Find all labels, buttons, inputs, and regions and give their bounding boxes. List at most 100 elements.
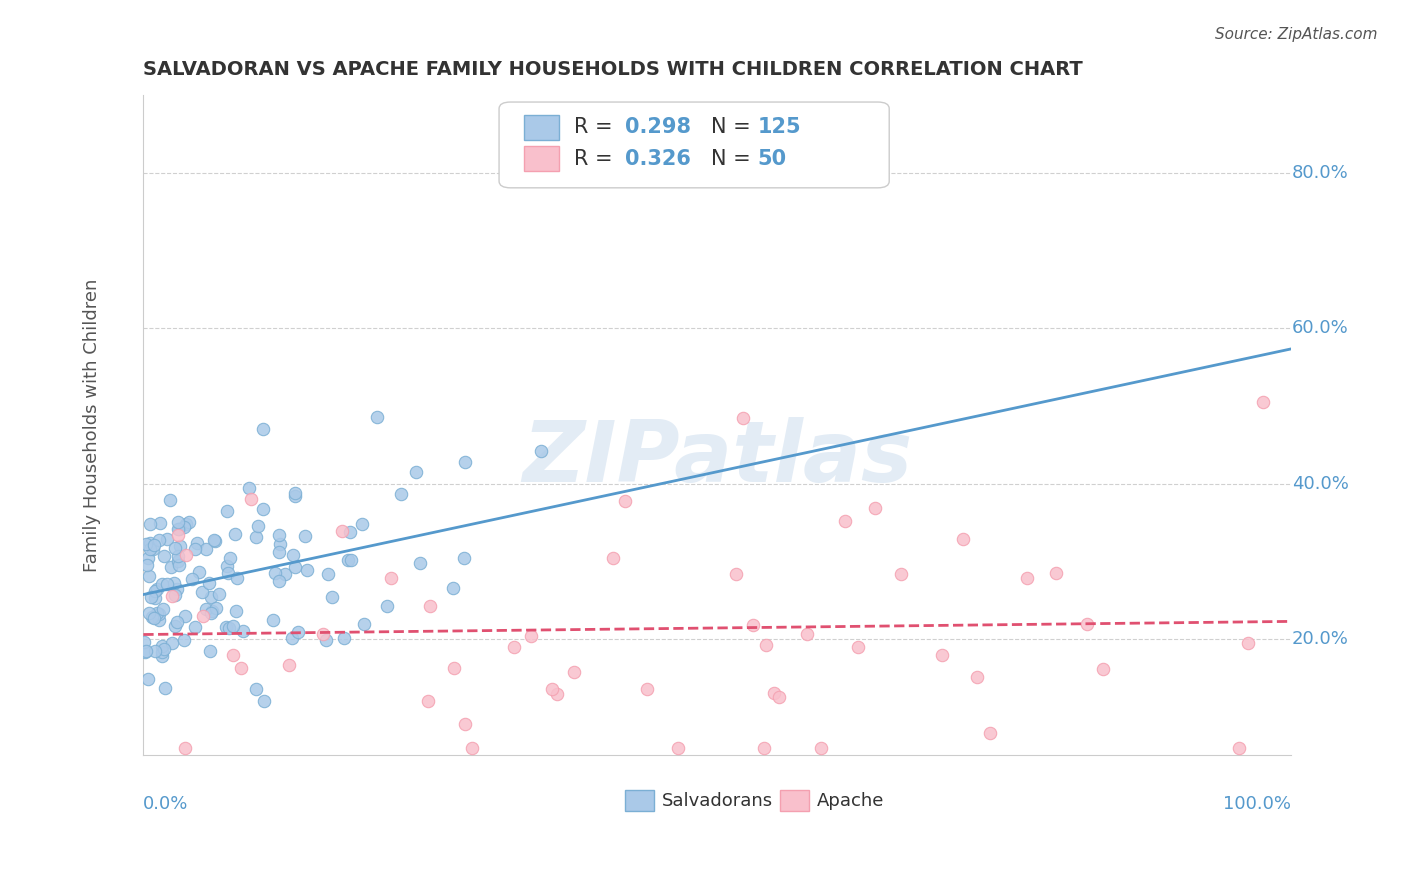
Point [1251,395,1274,409]
Point [339,525,361,540]
Point [453,716,475,731]
Point [846,640,869,655]
Text: 0.326: 0.326 [626,149,692,169]
FancyBboxPatch shape [626,790,654,812]
Point [312,627,335,641]
Text: ZIPatlas: ZIPatlas [522,417,912,500]
Point [169,523,191,537]
Point [191,584,214,599]
Point [225,571,247,585]
Point [180,572,202,586]
Point [166,522,188,536]
Point [1227,740,1250,755]
Point [281,631,304,645]
Point [666,740,689,755]
Point [613,494,636,508]
Point [247,518,270,533]
Point [146,606,169,620]
Point [284,490,307,504]
Point [416,694,439,708]
Point [200,606,222,620]
Point [152,601,174,615]
Point [724,566,747,581]
Point [135,558,157,573]
Point [636,682,658,697]
Point [169,558,191,572]
Point [931,648,953,663]
Point [156,532,179,546]
Point [159,493,181,508]
Point [1045,566,1067,580]
Point [252,501,274,516]
Point [337,553,360,567]
Point [139,536,162,550]
Point [731,411,754,425]
Point [166,554,188,568]
Text: 100.0%: 100.0% [1223,795,1291,813]
Point [186,536,208,550]
Point [389,487,412,501]
Point [138,568,160,582]
Point [135,537,157,551]
Point [198,644,221,658]
Point [173,633,195,648]
Point [267,574,290,589]
Point [238,481,260,495]
Point [461,740,484,755]
Point [225,604,247,618]
Point [1076,616,1098,631]
Point [139,590,162,604]
Point [167,515,190,529]
Point [273,566,295,581]
Point [150,639,173,653]
Point [562,665,585,679]
Point [408,556,430,570]
Point [173,520,195,534]
Text: N =: N = [711,149,758,169]
FancyBboxPatch shape [524,114,558,140]
Point [453,550,475,565]
Point [796,627,818,641]
Point [159,559,181,574]
Point [139,541,162,556]
Point [520,629,543,643]
Point [162,590,184,604]
Point [188,565,211,579]
Text: 20.0%: 20.0% [1292,630,1348,648]
Text: 0.298: 0.298 [626,117,692,137]
Text: 125: 125 [758,117,801,137]
Point [332,632,354,646]
Point [284,560,307,574]
Point [215,504,238,518]
Point [315,632,337,647]
Text: N =: N = [711,117,758,137]
Point [222,618,245,632]
Point [742,617,765,632]
Text: R =: R = [574,149,619,169]
Point [952,532,974,546]
Point [752,740,775,755]
Point [205,601,228,615]
Point [217,566,239,580]
Point [366,410,388,425]
Point [253,694,276,708]
Point [162,635,184,649]
Point [169,539,191,553]
FancyBboxPatch shape [780,790,808,812]
Point [294,529,316,543]
Point [267,544,290,558]
Point [284,486,307,500]
Point [174,548,197,562]
Point [165,619,187,633]
Point [136,551,159,566]
Point [340,553,363,567]
Point [152,549,174,563]
Point [330,524,353,538]
Point [380,571,402,585]
Point [184,620,207,634]
Text: R =: R = [574,117,619,137]
Point [1015,571,1038,585]
Point [162,576,184,591]
Point [810,740,832,755]
Point [138,516,160,531]
